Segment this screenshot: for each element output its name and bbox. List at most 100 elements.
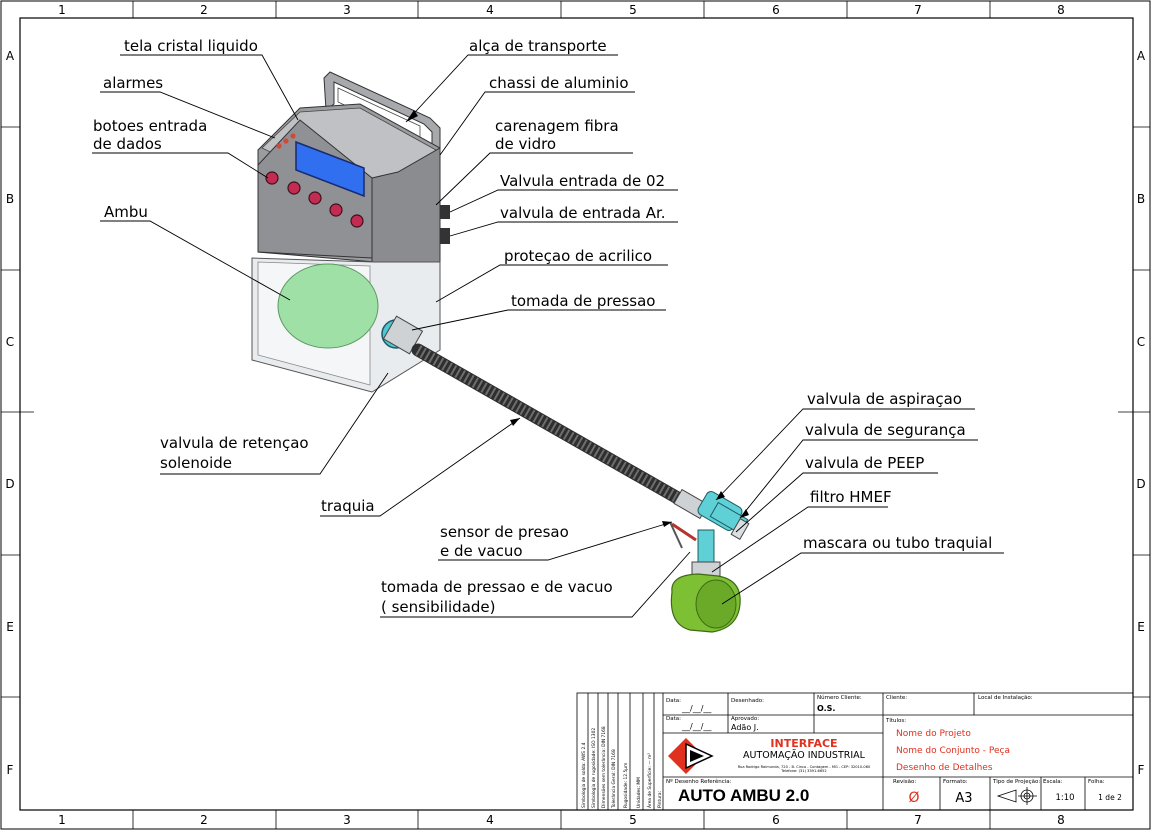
label-acrylic: proteçao de acrilico	[504, 247, 652, 265]
col-label: 8	[1057, 813, 1065, 827]
tb-client-number-value: O.S.	[817, 704, 835, 713]
ventilator-device	[251, 71, 450, 393]
o2-inlet-valve	[440, 205, 450, 219]
tb-location-label: Local de Instalação:	[978, 695, 1033, 701]
tb-sheet-label: Folha:	[1088, 779, 1105, 785]
tb-paint: Pintura:	[657, 791, 663, 808]
label-air-valve: valvula de entrada Ar.	[500, 204, 666, 222]
arrow-icon	[510, 418, 520, 426]
tb-company-phone: Telefone: (31) 3391-6652	[780, 769, 826, 773]
input-button-icon	[287, 181, 301, 195]
tb-date-label: Data:	[666, 698, 681, 704]
col-label: 1	[58, 813, 66, 827]
tb-roughness-symbology: Simbologia de rugosidade: ISO 1302	[591, 728, 597, 808]
tb-date-value: __/__/__	[681, 704, 712, 713]
col-label: 4	[486, 813, 494, 827]
row-label: F	[1138, 763, 1145, 777]
tb-titles-label: Títulos:	[885, 717, 906, 724]
tb-scale-label: Escala:	[1043, 779, 1063, 785]
tb-scale-value: 1:10	[1055, 793, 1074, 803]
leader-lines	[92, 54, 1004, 618]
row-label: C	[1137, 335, 1145, 349]
tb-client-label: Cliente:	[886, 695, 907, 701]
tb-units: Unidades: MM	[636, 777, 642, 808]
arrowheads	[406, 110, 749, 527]
arrow-icon	[662, 521, 672, 527]
tb-format-label: Formato:	[943, 779, 968, 785]
row-label: D	[5, 477, 14, 491]
tb-drawing-number: AUTO AMBU 2.0	[678, 786, 809, 805]
label-peep: valvula de PEEP	[805, 454, 924, 472]
tb-revision-label: Revisão:	[893, 779, 916, 785]
arrow-icon	[716, 491, 725, 500]
col-label: 3	[343, 3, 351, 17]
row-label: F	[7, 763, 14, 777]
row-label: C	[6, 335, 14, 349]
callout-labels: tela cristal liquido alarmes botoes entr…	[93, 37, 992, 616]
row-label: D	[1136, 477, 1145, 491]
label-sensor: sensor de presao	[440, 523, 569, 541]
label-vacuum-port: tomada de pressao e de vacuo	[381, 578, 613, 596]
tb-format-value: A3	[955, 791, 972, 806]
col-label: 7	[914, 813, 922, 827]
row-label: A	[1137, 49, 1146, 63]
label-pressure-port: tomada de pressao	[511, 292, 655, 310]
label-o2-valve: Valvula entrada de 02	[500, 172, 665, 190]
input-button-icon	[308, 191, 322, 205]
tb-sheet-value: 1 de 2	[1098, 793, 1122, 802]
label-fairing: de vidro	[495, 135, 556, 153]
col-label: 2	[200, 813, 208, 827]
col-label: 6	[772, 3, 780, 17]
grid-column-labels: 1 2 3 4 5 6 7 8 1 2 3 4 5 6 7 8	[58, 3, 1065, 827]
col-label: 5	[629, 3, 637, 17]
tb-project-name: Nome do Projeto	[896, 729, 971, 739]
label-sensor: e de vacuo	[440, 542, 523, 560]
label-chassis: chassi de aluminio	[489, 74, 629, 92]
col-label: 7	[914, 3, 922, 17]
label-ambu: Ambu	[104, 203, 148, 221]
input-button-icon	[350, 214, 364, 228]
label-buttons: de dados	[93, 135, 162, 153]
tb-dimensions: Dimensões sem tolerância: DIN 7168	[600, 726, 607, 808]
tb-surface: Área de Superfície: — m²	[646, 753, 653, 808]
label-fairing: carenagem fibra	[495, 117, 619, 135]
input-button-icon	[265, 171, 279, 185]
tb-detail-drawing: Desenho de Detalhes	[896, 763, 993, 773]
alarm-led-icon	[283, 138, 289, 144]
tb-client-number-label: Número Cliente:	[817, 694, 862, 701]
tb-ref-label: Nº Desenho Referência:	[666, 778, 732, 785]
arrow-icon	[740, 509, 749, 518]
label-check-valve: valvula de retençao	[160, 434, 309, 452]
col-label: 5	[629, 813, 637, 827]
tb-assembly-name: Nome do Conjunto - Peça	[896, 746, 1010, 756]
label-handle: alça de transporte	[469, 37, 607, 55]
label-trachea: traquia	[321, 497, 375, 515]
tb-weld-symbology: Simbologia de solda: AWS 2.4	[581, 742, 587, 808]
projection-symbol-icon	[996, 787, 1037, 805]
air-inlet-valve	[440, 228, 450, 244]
trachea-tube	[411, 343, 697, 512]
patient-circuit	[669, 488, 750, 633]
arrow-icon	[406, 110, 418, 122]
input-button-icon	[329, 203, 343, 217]
tb-date2-label: Data:	[666, 716, 681, 722]
label-aspiration: valvula de aspiraçao	[807, 390, 962, 408]
tb-date2-value: __/__/__	[681, 722, 712, 731]
label-vacuum-port: ( sensibilidade)	[381, 598, 496, 616]
col-label: 6	[772, 813, 780, 827]
col-label: 8	[1057, 3, 1065, 17]
label-check-valve: solenoide	[160, 454, 232, 472]
ambu-bag	[277, 263, 379, 349]
alarm-led-icon	[290, 133, 296, 139]
row-label: B	[6, 192, 14, 206]
label-lcd: tela cristal liquido	[124, 37, 258, 55]
tb-approved-value: Adão J.	[731, 723, 759, 732]
inner-border	[19, 17, 1134, 811]
label-safety: valvula de segurança	[805, 421, 966, 439]
label-alarms: alarmes	[103, 74, 163, 92]
tb-roughness: Rugosidade: 12.5µm	[623, 763, 629, 808]
lcd-screen	[295, 140, 365, 198]
